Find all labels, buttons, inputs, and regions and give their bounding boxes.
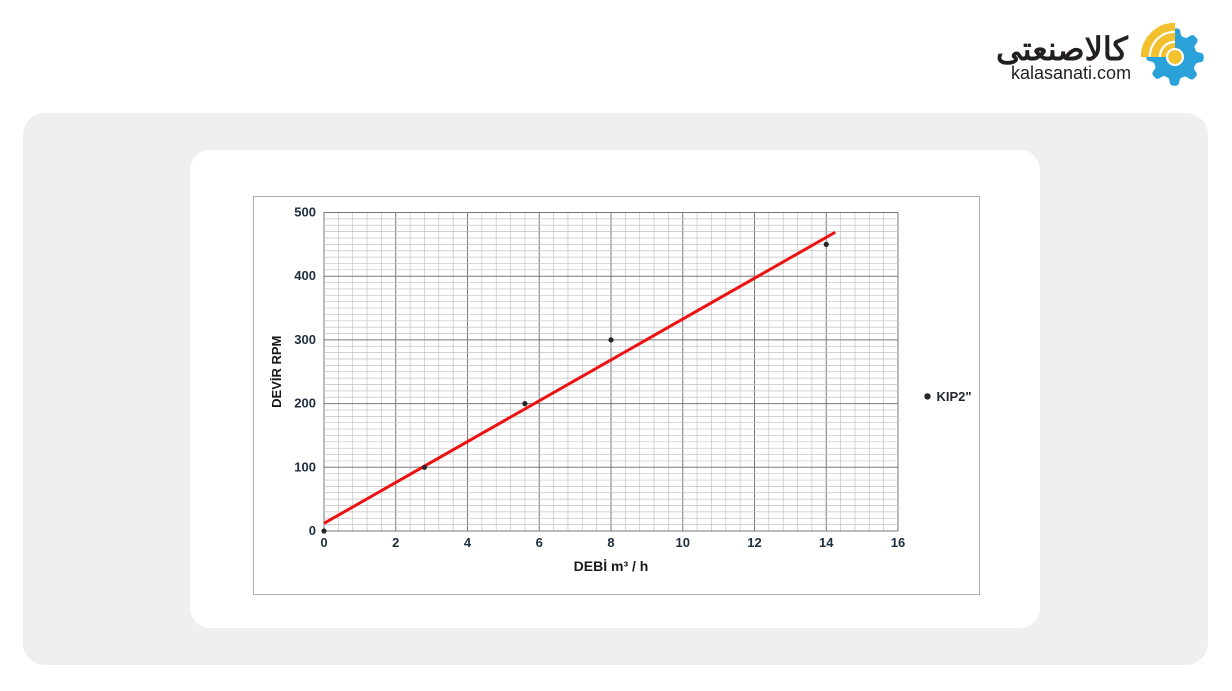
svg-text:400: 400 <box>294 268 316 283</box>
svg-text:2: 2 <box>392 535 399 550</box>
svg-text:8: 8 <box>607 535 614 550</box>
svg-text:4: 4 <box>464 535 472 550</box>
svg-text:DEBİ m³ / h: DEBİ m³ / h <box>574 558 649 574</box>
svg-text:16: 16 <box>891 535 905 550</box>
svg-text:6: 6 <box>536 535 543 550</box>
svg-text:10: 10 <box>676 535 690 550</box>
svg-text:100: 100 <box>294 459 316 474</box>
svg-text:0: 0 <box>309 523 316 538</box>
svg-text:200: 200 <box>294 396 316 411</box>
svg-text:KIP2": KIP2" <box>937 389 972 404</box>
svg-text:12: 12 <box>747 535 761 550</box>
svg-text:DEVİR RPM: DEVİR RPM <box>269 336 284 408</box>
svg-text:500: 500 <box>294 205 316 220</box>
svg-text:300: 300 <box>294 332 316 347</box>
svg-text:14: 14 <box>819 535 834 550</box>
svg-text:0: 0 <box>320 535 327 550</box>
